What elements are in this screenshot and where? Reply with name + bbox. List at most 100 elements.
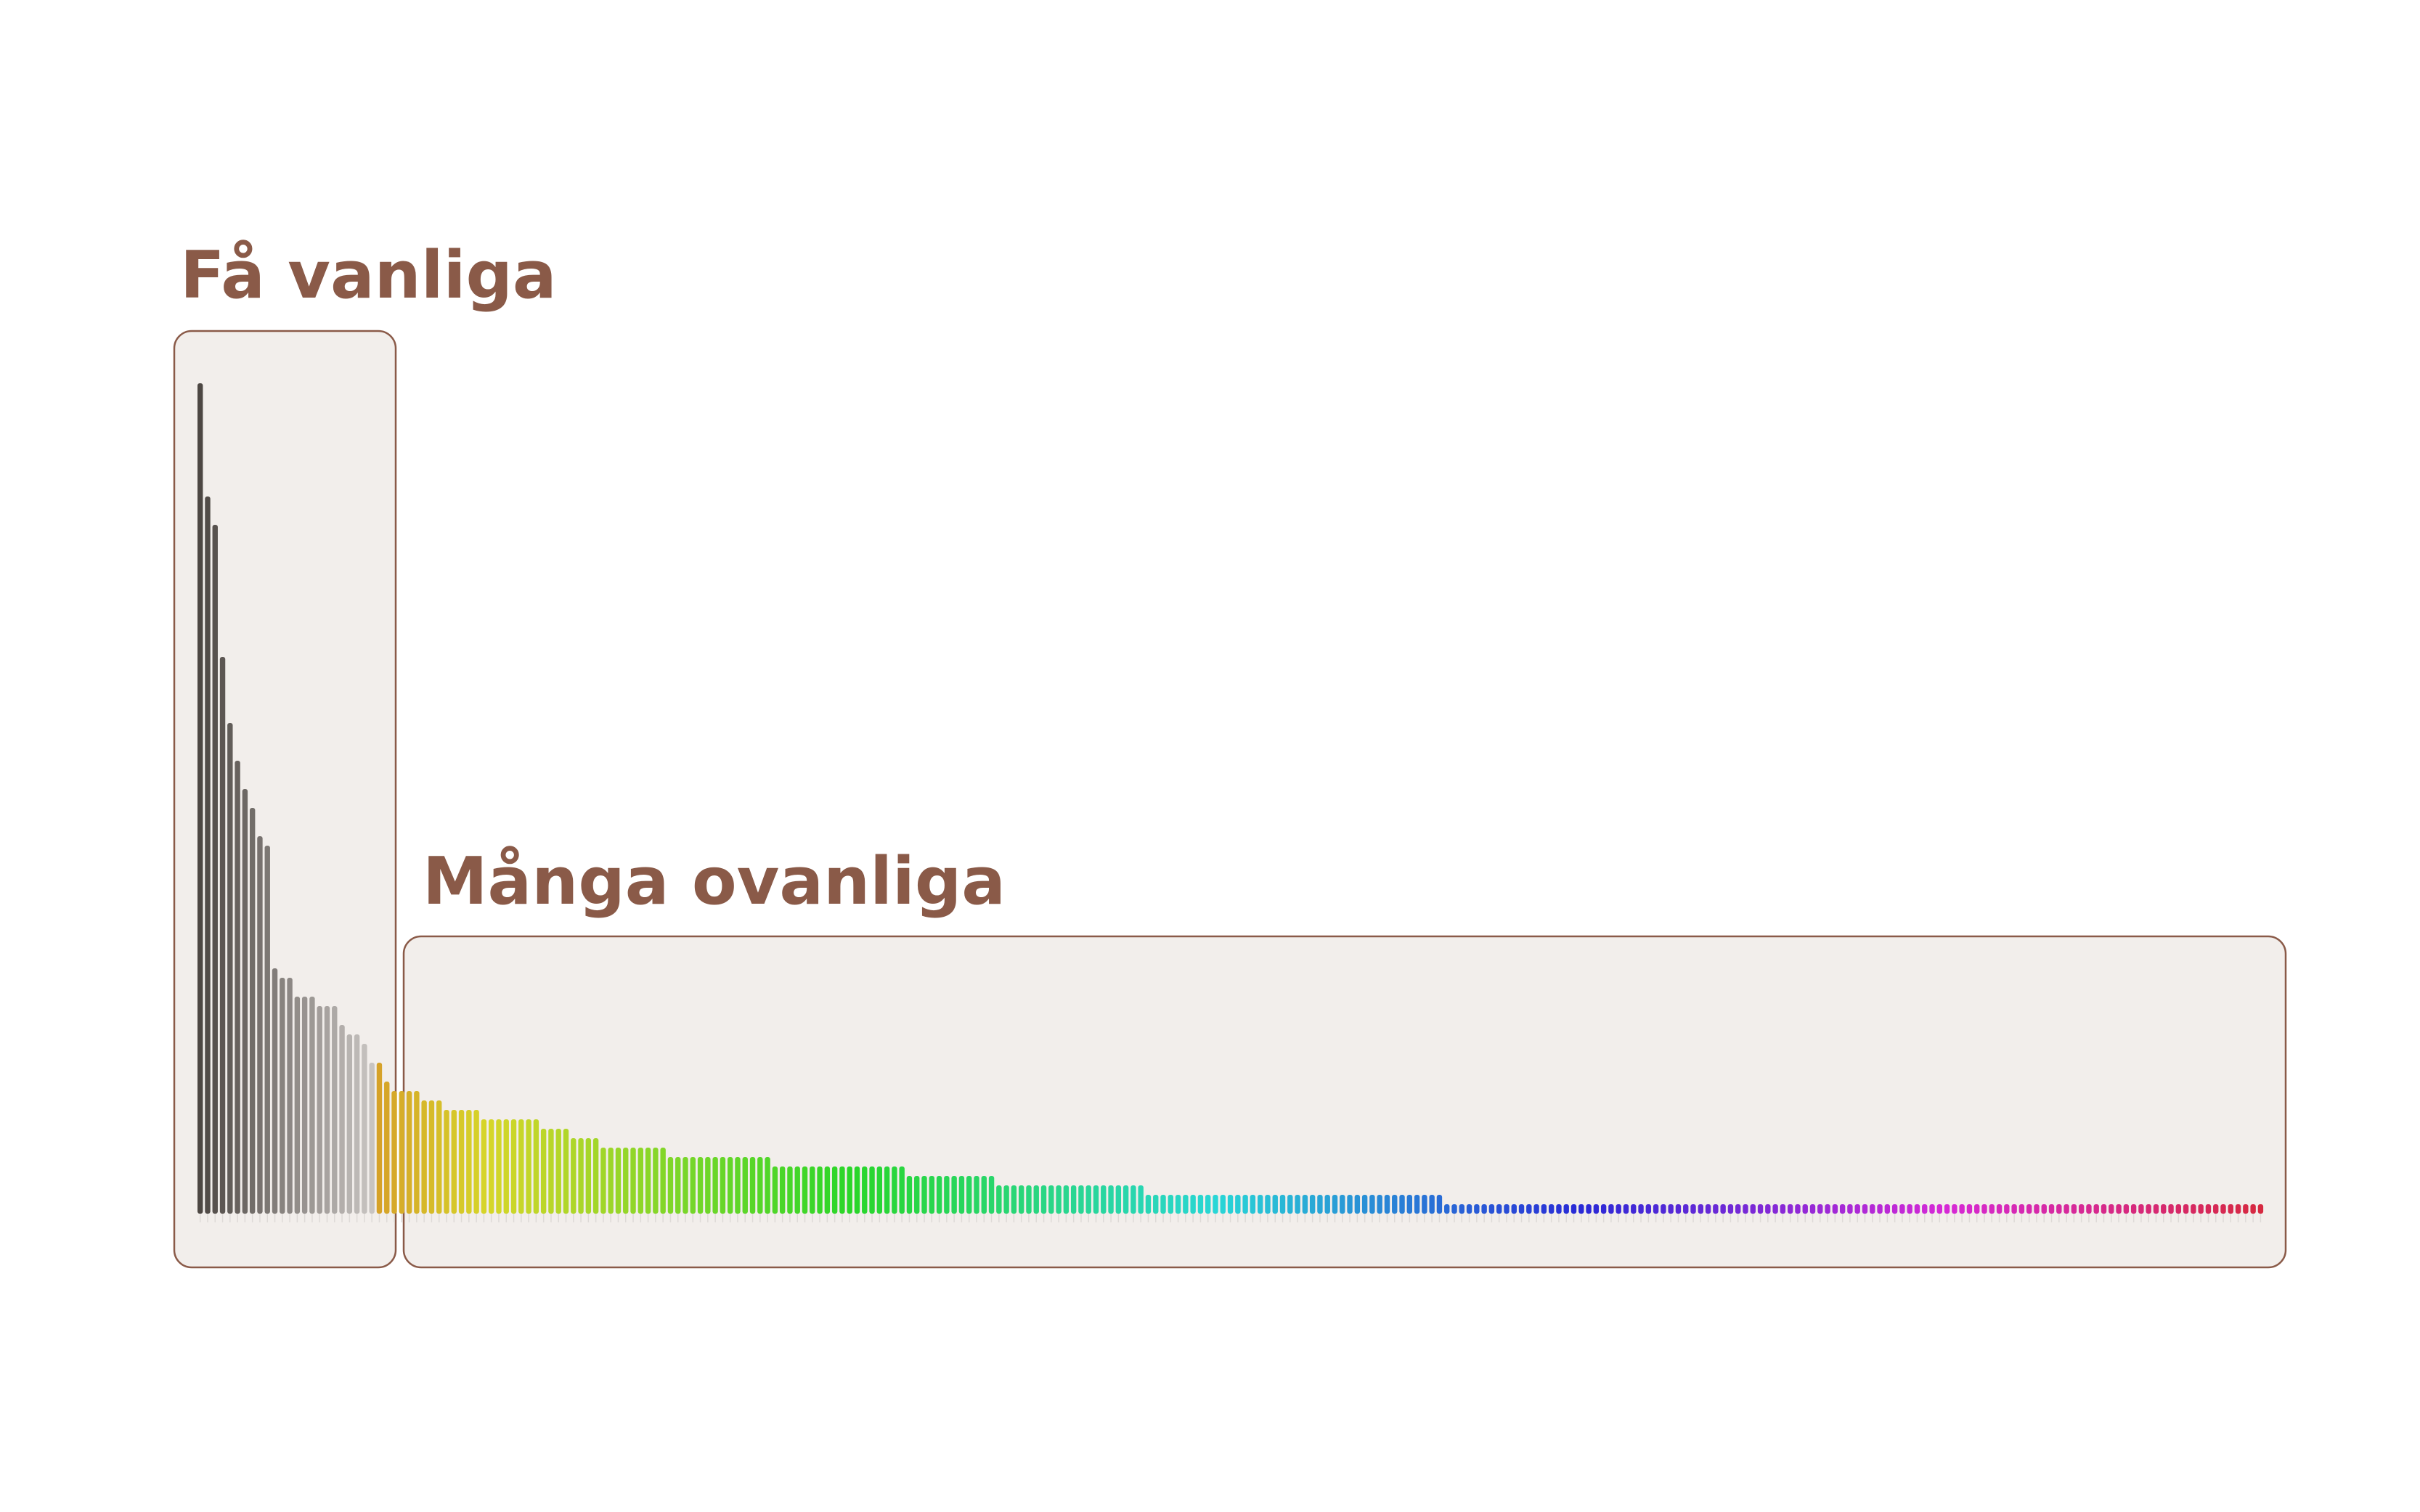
bar-rare (1922, 1204, 1928, 1214)
bar-rare (1048, 1185, 1054, 1214)
bar-rare (1765, 1204, 1771, 1214)
bar-common (280, 978, 285, 1214)
bar-rare (988, 1176, 995, 1214)
bar-rare (488, 1119, 494, 1214)
bar-common (346, 1034, 353, 1214)
bar-rare (1026, 1185, 1032, 1214)
bar-rare (540, 1129, 547, 1214)
bar-rare (466, 1110, 472, 1214)
bar-rare (1870, 1204, 1875, 1214)
bar-common (332, 1006, 338, 1214)
bar-rare (1891, 1204, 1898, 1214)
bar-rare (1175, 1195, 1181, 1214)
bar-common (227, 723, 233, 1214)
bar-rare (1190, 1195, 1196, 1214)
bar-common (362, 1044, 367, 1214)
bar-rare (1070, 1185, 1077, 1214)
bar-rare (1996, 1204, 2003, 1214)
bar-rare (1347, 1195, 1353, 1214)
bar-rare (1802, 1204, 1808, 1214)
bar-rare (1586, 1204, 1592, 1214)
bar-rare (2011, 1204, 2017, 1214)
bar-common (257, 836, 263, 1214)
bar-rare (1220, 1195, 1226, 1214)
bar-rare (1145, 1195, 1152, 1214)
bar-rare (2086, 1204, 2092, 1214)
bar-rare (1115, 1185, 1122, 1214)
bar-rare (1623, 1204, 1629, 1214)
bar-rare (1600, 1204, 1607, 1214)
bar-rare (1272, 1195, 1278, 1214)
bar-rare (481, 1119, 487, 1214)
bar-rare (1242, 1195, 1248, 1214)
bar-rare (1340, 1195, 1345, 1214)
bar-rare (1257, 1195, 1263, 1214)
bar-rare (958, 1176, 965, 1214)
bar-rare (2235, 1204, 2241, 1214)
bar-rare (1279, 1195, 1286, 1214)
bar-rare (1526, 1204, 1532, 1214)
bar-rare (592, 1138, 599, 1214)
bar-rare (1593, 1204, 1600, 1214)
bar-rare (1429, 1195, 1435, 1214)
bar-rare (2220, 1204, 2226, 1214)
bar-rare (548, 1129, 554, 1214)
bar-rare (1093, 1185, 1099, 1214)
bar-rare (1974, 1204, 1980, 1214)
bar-rare (1399, 1195, 1405, 1214)
bar-rare (600, 1148, 606, 1214)
bar-rare (1683, 1204, 1689, 1214)
bar-rare (1548, 1204, 1555, 1214)
bar-rare (1541, 1204, 1547, 1214)
bar-rare (630, 1148, 636, 1214)
bar-rare (1496, 1204, 1502, 1214)
bar-common (324, 1006, 330, 1214)
bar-rare (496, 1119, 502, 1214)
bar-rare (2071, 1204, 2077, 1214)
bar-rare (1563, 1204, 1569, 1214)
bar-rare (1384, 1195, 1390, 1214)
bar-rare (1661, 1204, 1666, 1214)
bar-rare (1287, 1195, 1293, 1214)
bar-rare (1750, 1204, 1756, 1214)
bar-rare (1138, 1185, 1144, 1214)
bar-rare (2161, 1204, 2167, 1214)
bar-rare (1250, 1195, 1256, 1214)
bar-rare (615, 1148, 622, 1214)
bar-common (301, 997, 308, 1214)
bar-rare (1197, 1195, 1204, 1214)
group-label-rare: Många ovanliga (423, 843, 1006, 920)
bar-rare (876, 1166, 883, 1214)
bar-rare (1324, 1195, 1330, 1214)
bar-rare (1675, 1204, 1682, 1214)
bar-rare (936, 1176, 942, 1214)
bar-rare (1309, 1195, 1316, 1214)
bar-rare (503, 1119, 509, 1214)
bar-common (369, 1063, 375, 1214)
bar-rare (2257, 1204, 2264, 1214)
bar-rare (2243, 1204, 2249, 1214)
bar-rare (1720, 1204, 1726, 1214)
bar-common (242, 789, 248, 1214)
bar-rare (2048, 1204, 2055, 1214)
bar-rare (1780, 1204, 1786, 1214)
bar-rare (2130, 1204, 2137, 1214)
bar-rare (1653, 1204, 1659, 1214)
bar-rare (1108, 1185, 1114, 1214)
bar-rare (421, 1100, 427, 1214)
bar-rare (1981, 1204, 1987, 1214)
bar-rare (653, 1148, 659, 1214)
bar-rare (2205, 1204, 2212, 1214)
bar-rare (981, 1176, 987, 1214)
bar-rare (1063, 1185, 1070, 1214)
bar-rare (399, 1091, 404, 1214)
bar-rare (2093, 1204, 2099, 1214)
bar-rare (974, 1176, 979, 1214)
bar-rare (1511, 1204, 1517, 1214)
bar-rare (391, 1091, 397, 1214)
bar-rare (1213, 1195, 1218, 1214)
bar-rare (2250, 1204, 2256, 1214)
bar-rare (824, 1166, 831, 1214)
bar-rare (705, 1157, 711, 1214)
bar-rare (384, 1082, 390, 1214)
